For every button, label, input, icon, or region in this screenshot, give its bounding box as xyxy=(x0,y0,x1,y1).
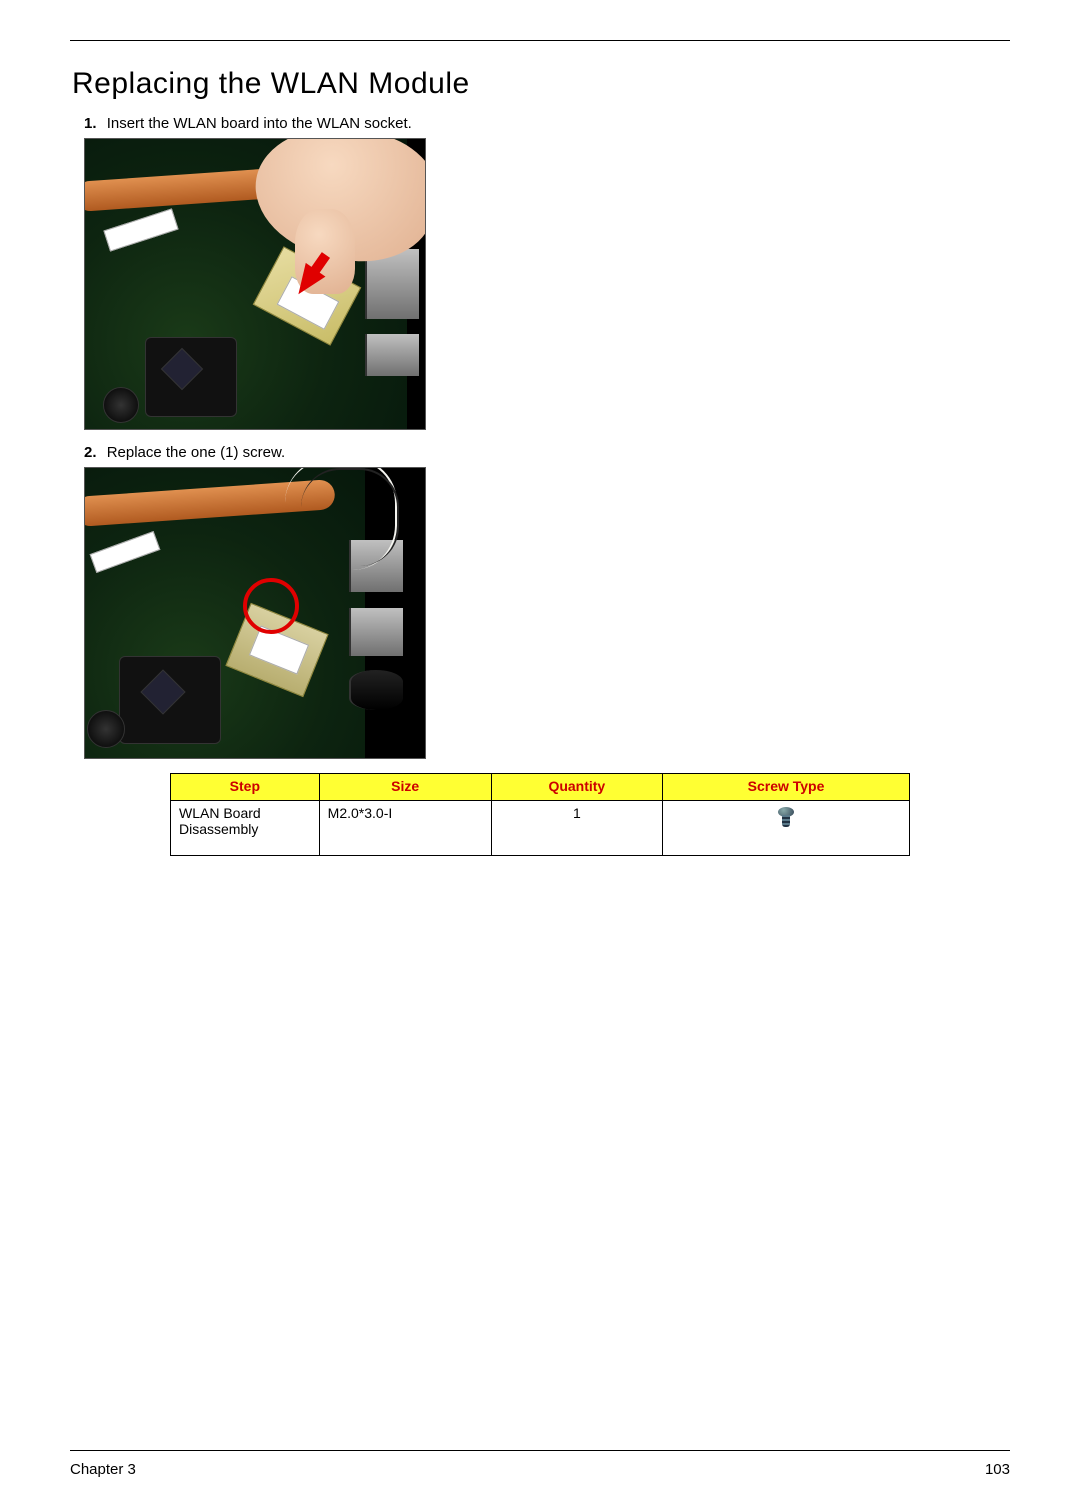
page-footer: Chapter 3 103 xyxy=(70,1450,1010,1478)
col-step: Step xyxy=(171,774,320,801)
screw-table: Step Size Quantity Screw Type WLAN Board… xyxy=(170,773,910,856)
footer-chapter: Chapter 3 xyxy=(70,1461,136,1478)
step-text: Replace the one (1) screw. xyxy=(107,444,285,461)
photo-replace-screw xyxy=(84,467,426,759)
step-item: 1. Insert the WLAN board into the WLAN s… xyxy=(84,115,1010,430)
col-size: Size xyxy=(319,774,491,801)
cell-type xyxy=(663,801,910,856)
table-row: WLAN Board Disassembly M2.0*3.0-I 1 xyxy=(171,801,910,856)
bottom-rule xyxy=(70,1450,1010,1451)
cell-size: M2.0*3.0-I xyxy=(319,801,491,856)
figure-replace-screw xyxy=(84,467,1010,759)
step-number: 1. xyxy=(84,115,97,132)
top-rule xyxy=(70,40,1010,41)
step-number: 2. xyxy=(84,444,97,461)
screw-icon xyxy=(772,805,800,829)
photo-insert-wlan xyxy=(84,138,426,430)
document-page: Replacing the WLAN Module 1. Insert the … xyxy=(0,0,1080,1512)
section-title: Replacing the WLAN Module xyxy=(72,67,1010,101)
col-qty: Quantity xyxy=(491,774,662,801)
figure-insert-wlan xyxy=(84,138,1010,430)
step-list: 1. Insert the WLAN board into the WLAN s… xyxy=(84,115,1010,759)
step-text: Insert the WLAN board into the WLAN sock… xyxy=(107,115,412,132)
footer-page-number: 103 xyxy=(985,1461,1010,1478)
step-item: 2. Replace the one (1) screw. xyxy=(84,444,1010,759)
cell-step: WLAN Board Disassembly xyxy=(171,801,320,856)
highlight-circle-icon xyxy=(243,578,299,634)
cell-qty: 1 xyxy=(491,801,662,856)
col-type: Screw Type xyxy=(663,774,910,801)
table-header-row: Step Size Quantity Screw Type xyxy=(171,774,910,801)
